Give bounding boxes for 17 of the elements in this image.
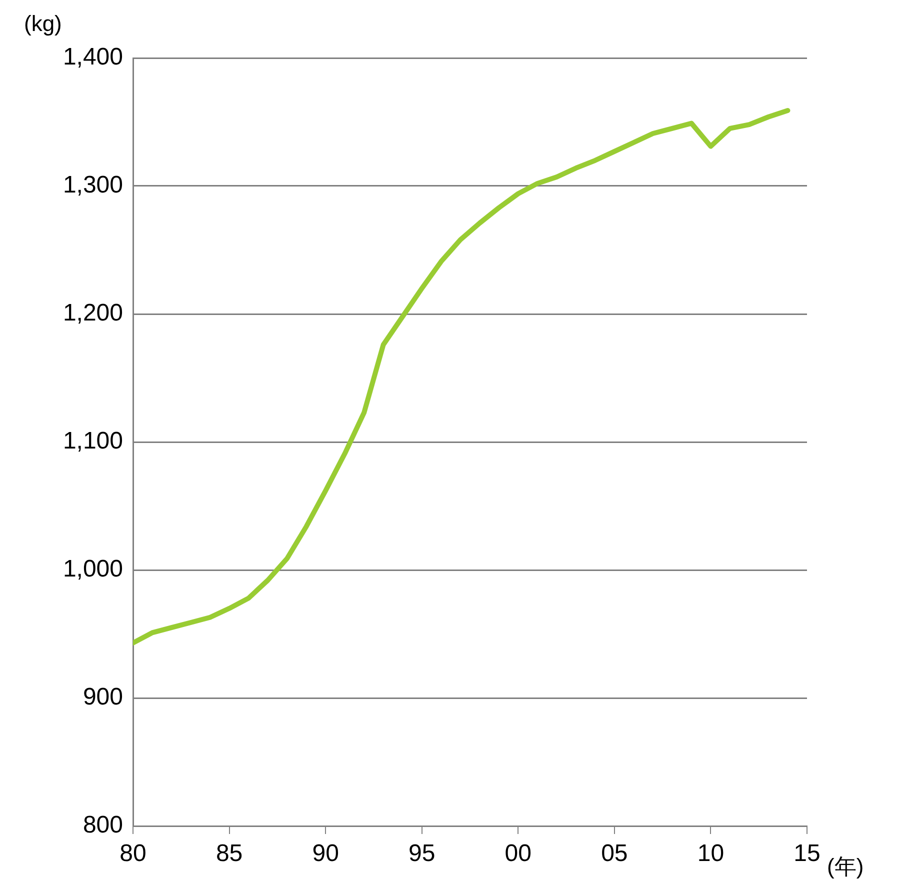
x-tick-label: 05 <box>601 840 628 868</box>
x-tick-label: 95 <box>408 840 436 868</box>
y-tick-label: 1,400 <box>62 44 123 71</box>
y-tick-label: 900 <box>82 684 123 711</box>
x-axis-title: (年) <box>827 854 864 880</box>
y-axis-title: (kg) <box>24 11 62 36</box>
x-tick-label: 90 <box>312 840 339 868</box>
x-tick-label: 85 <box>216 840 243 868</box>
x-tick-label: 15 <box>794 840 820 868</box>
y-tick-label: 1,000 <box>62 556 123 583</box>
x-tick-label: 10 <box>697 840 724 868</box>
y-tick-label: 1,200 <box>62 300 123 327</box>
x-tick-label: 80 <box>120 840 146 868</box>
y-tick-label: 1,300 <box>62 172 123 199</box>
y-tick-label: 1,100 <box>62 428 123 455</box>
x-tick-label: 00 <box>504 840 532 868</box>
y-tick-label: 800 <box>82 812 123 839</box>
